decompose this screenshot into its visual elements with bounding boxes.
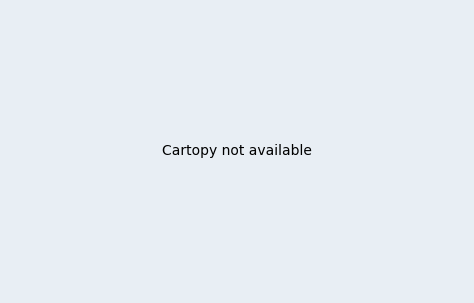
Text: Cartopy not available: Cartopy not available	[162, 145, 312, 158]
